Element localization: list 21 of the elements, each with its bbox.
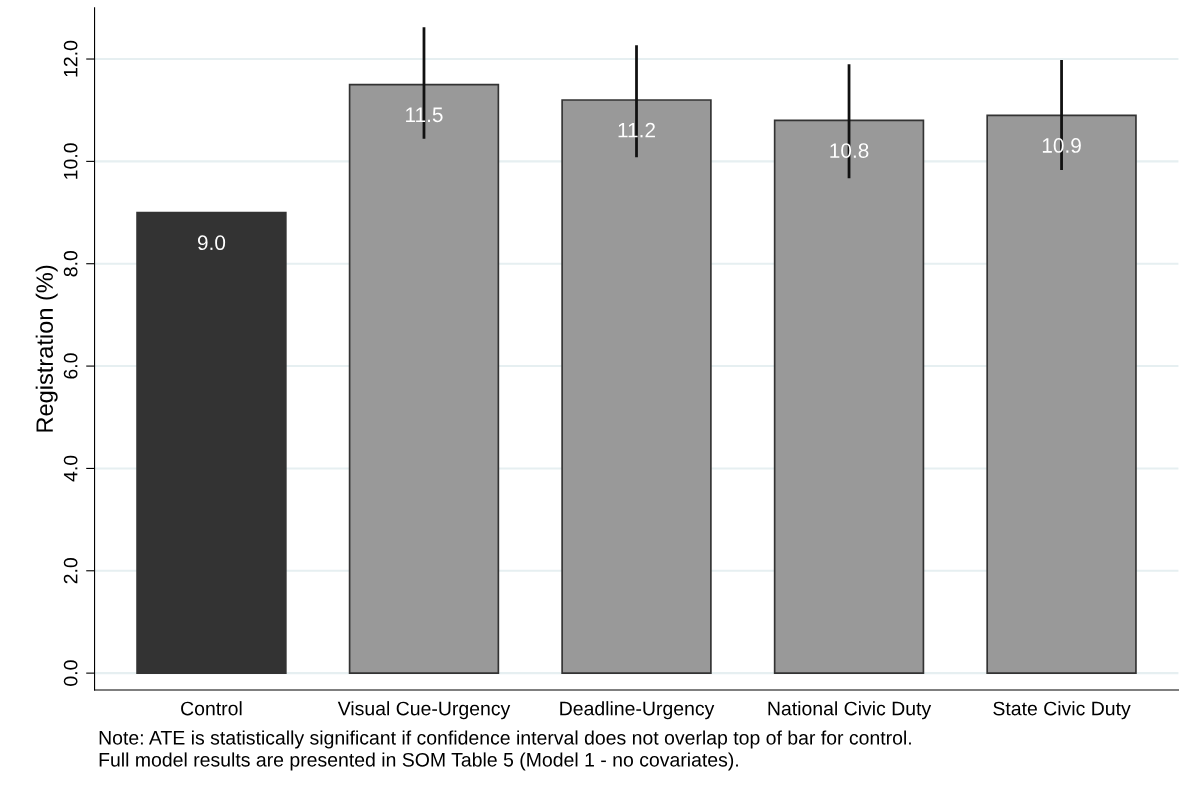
x-tick-label: Control [181,701,242,716]
text: Note: ATE is statistically significant if confidence interval does not overlap top of bar for control. [99,730,911,749]
bar [136,211,287,674]
bar [986,114,1137,674]
y-tick-label: 12.0 [63,40,78,77]
x-tick-label: State Civic Duty [993,701,1131,720]
x-tick-label: Deadline-Urgency [560,701,715,720]
y-tick-label: 6.0 [63,353,78,379]
y-axis-title: Registration (%) [35,265,58,432]
y-tick-label: 2.0 [63,558,78,584]
y-tick-label: 4.0 [63,455,78,482]
bar [773,119,925,674]
y-tick-label: 0.0 [63,660,78,686]
text: Full model results are presented in SOM Table 5 (Model 1 - no covariates). [99,752,738,771]
y-tick-label: 10.0 [63,143,78,179]
bar [561,99,712,674]
y-tick-label: 8.0 [63,250,78,277]
x-tick-label: Visual Cue-Urgency [337,701,511,720]
bar [348,83,500,674]
x-tick-label: National Civic Duty [768,701,932,720]
data-label: 9.0 [197,235,226,251]
